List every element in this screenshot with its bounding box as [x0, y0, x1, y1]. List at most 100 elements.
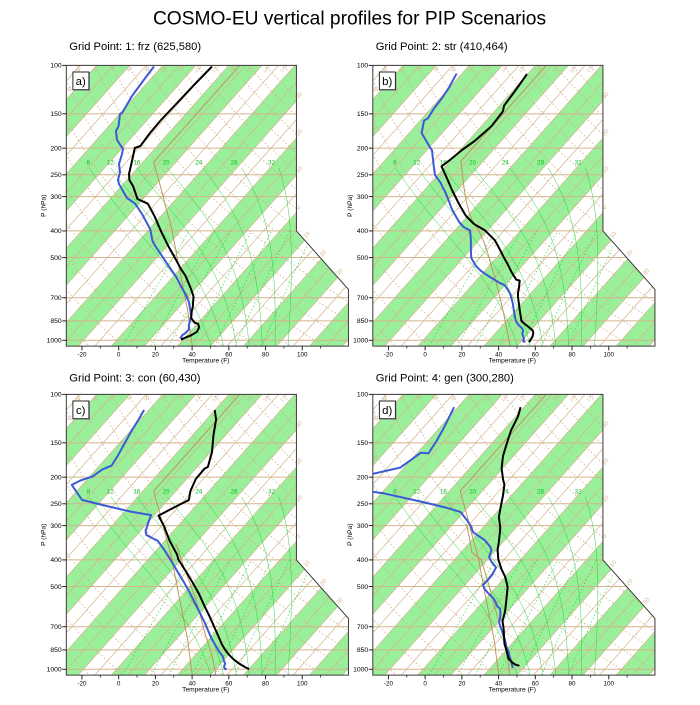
svg-text:0: 0 [296, 205, 303, 211]
svg-text:0: 0 [423, 352, 427, 359]
svg-text:140: 140 [534, 393, 543, 402]
svg-text:400: 400 [50, 557, 62, 564]
svg-text:160: 160 [262, 64, 271, 73]
svg-text:160: 160 [569, 64, 578, 73]
svg-text:400: 400 [357, 557, 369, 564]
svg-text:700: 700 [50, 295, 62, 302]
svg-text:150: 150 [357, 111, 369, 118]
svg-text:40: 40 [66, 414, 73, 421]
svg-text:60: 60 [532, 352, 540, 359]
svg-text:10: 10 [609, 560, 618, 569]
svg-text:100: 100 [159, 64, 168, 73]
svg-text:30: 30 [66, 125, 73, 132]
svg-text:300: 300 [50, 194, 62, 201]
svg-text:16: 16 [133, 489, 141, 496]
svg-text:20: 20 [458, 681, 466, 688]
svg-text:20: 20 [152, 352, 160, 359]
svg-text:12: 12 [413, 160, 421, 167]
svg-text:700: 700 [357, 624, 369, 631]
svg-text:160: 160 [569, 393, 578, 402]
svg-text:120: 120 [500, 64, 509, 73]
svg-text:250: 250 [357, 501, 369, 508]
svg-text:20: 20 [469, 489, 477, 496]
svg-text:-20: -20 [384, 352, 394, 359]
svg-text:250: 250 [357, 172, 369, 179]
svg-text:90: 90 [143, 394, 150, 401]
svg-text:-10: -10 [600, 495, 610, 505]
svg-text:80: 80 [433, 394, 440, 401]
svg-text:30: 30 [372, 125, 379, 132]
svg-text:Grid Point: 1: frz (625,580): Grid Point: 1: frz (625,580) [69, 41, 201, 53]
svg-text:100: 100 [297, 352, 308, 359]
svg-text:700: 700 [357, 295, 369, 302]
svg-text:500: 500 [50, 255, 62, 262]
svg-text:Grid Point: 2: str (410,464): Grid Point: 2: str (410,464) [376, 41, 508, 53]
svg-text:150: 150 [50, 440, 62, 447]
svg-text:120: 120 [194, 393, 203, 402]
svg-text:Temperature (F): Temperature (F) [182, 357, 229, 364]
svg-text:30: 30 [642, 268, 651, 277]
svg-text:50: 50 [75, 65, 82, 72]
svg-text:130: 130 [517, 64, 526, 73]
svg-text:8: 8 [87, 489, 91, 496]
svg-text:28: 28 [230, 489, 238, 496]
svg-text:150: 150 [357, 440, 369, 447]
svg-text:100: 100 [297, 681, 308, 688]
svg-text:COSMO-EU vertical profiles for: COSMO-EU vertical profiles for PIP Scena… [153, 9, 546, 30]
svg-text:-30: -30 [294, 92, 304, 102]
svg-text:30: 30 [372, 454, 379, 461]
svg-text:30: 30 [336, 597, 345, 606]
svg-text:100: 100 [50, 392, 62, 399]
svg-text:16: 16 [440, 160, 448, 167]
svg-text:8: 8 [87, 160, 91, 167]
svg-text:50: 50 [381, 394, 388, 401]
svg-text:200: 200 [357, 474, 369, 481]
svg-text:-30: -30 [294, 421, 304, 431]
svg-text:40: 40 [372, 414, 379, 421]
svg-text:0: 0 [423, 681, 427, 688]
svg-text:850: 850 [357, 318, 369, 325]
svg-text:150: 150 [551, 64, 560, 73]
svg-text:28: 28 [537, 160, 545, 167]
svg-text:140: 140 [228, 393, 237, 402]
svg-text:110: 110 [177, 393, 186, 402]
svg-text:100: 100 [159, 393, 168, 402]
svg-text:P (hPa): P (hPa) [347, 524, 354, 546]
svg-text:-30: -30 [600, 421, 610, 431]
svg-text:90: 90 [450, 65, 457, 72]
svg-text:100: 100 [357, 392, 369, 399]
svg-text:400: 400 [50, 228, 62, 235]
svg-text:-20: -20 [600, 458, 610, 468]
svg-text:-20: -20 [77, 352, 87, 359]
svg-text:110: 110 [177, 64, 186, 73]
svg-text:Temperature (F): Temperature (F) [489, 357, 536, 364]
svg-text:120: 120 [194, 64, 203, 73]
svg-text:Temperature (F): Temperature (F) [182, 686, 229, 693]
svg-text:-10: -10 [294, 166, 304, 176]
svg-text:20: 20 [469, 160, 477, 167]
svg-text:-20: -20 [294, 129, 304, 139]
svg-text:12: 12 [107, 160, 115, 167]
svg-text:80: 80 [126, 65, 133, 72]
svg-text:28: 28 [537, 489, 545, 496]
svg-text:a): a) [76, 76, 86, 88]
svg-text:150: 150 [50, 111, 62, 118]
svg-text:8: 8 [393, 160, 397, 167]
svg-text:70: 70 [415, 394, 422, 401]
svg-text:170: 170 [586, 393, 595, 402]
svg-text:80: 80 [126, 394, 133, 401]
svg-text:500: 500 [50, 584, 62, 591]
svg-text:-20: -20 [600, 129, 610, 139]
svg-text:0: 0 [602, 534, 609, 540]
svg-text:60: 60 [92, 394, 99, 401]
svg-text:32: 32 [574, 160, 582, 167]
svg-text:Grid Point: 4: gen (300,280): Grid Point: 4: gen (300,280) [376, 372, 514, 384]
svg-text:130: 130 [517, 393, 526, 402]
svg-text:Grid Point: 3: con (60,430): Grid Point: 3: con (60,430) [69, 372, 200, 384]
svg-text:70: 70 [415, 65, 422, 72]
svg-text:50: 50 [75, 394, 82, 401]
svg-text:-20: -20 [294, 458, 304, 468]
svg-text:250: 250 [50, 501, 62, 508]
svg-text:1000: 1000 [353, 338, 368, 345]
svg-text:60: 60 [92, 65, 99, 72]
